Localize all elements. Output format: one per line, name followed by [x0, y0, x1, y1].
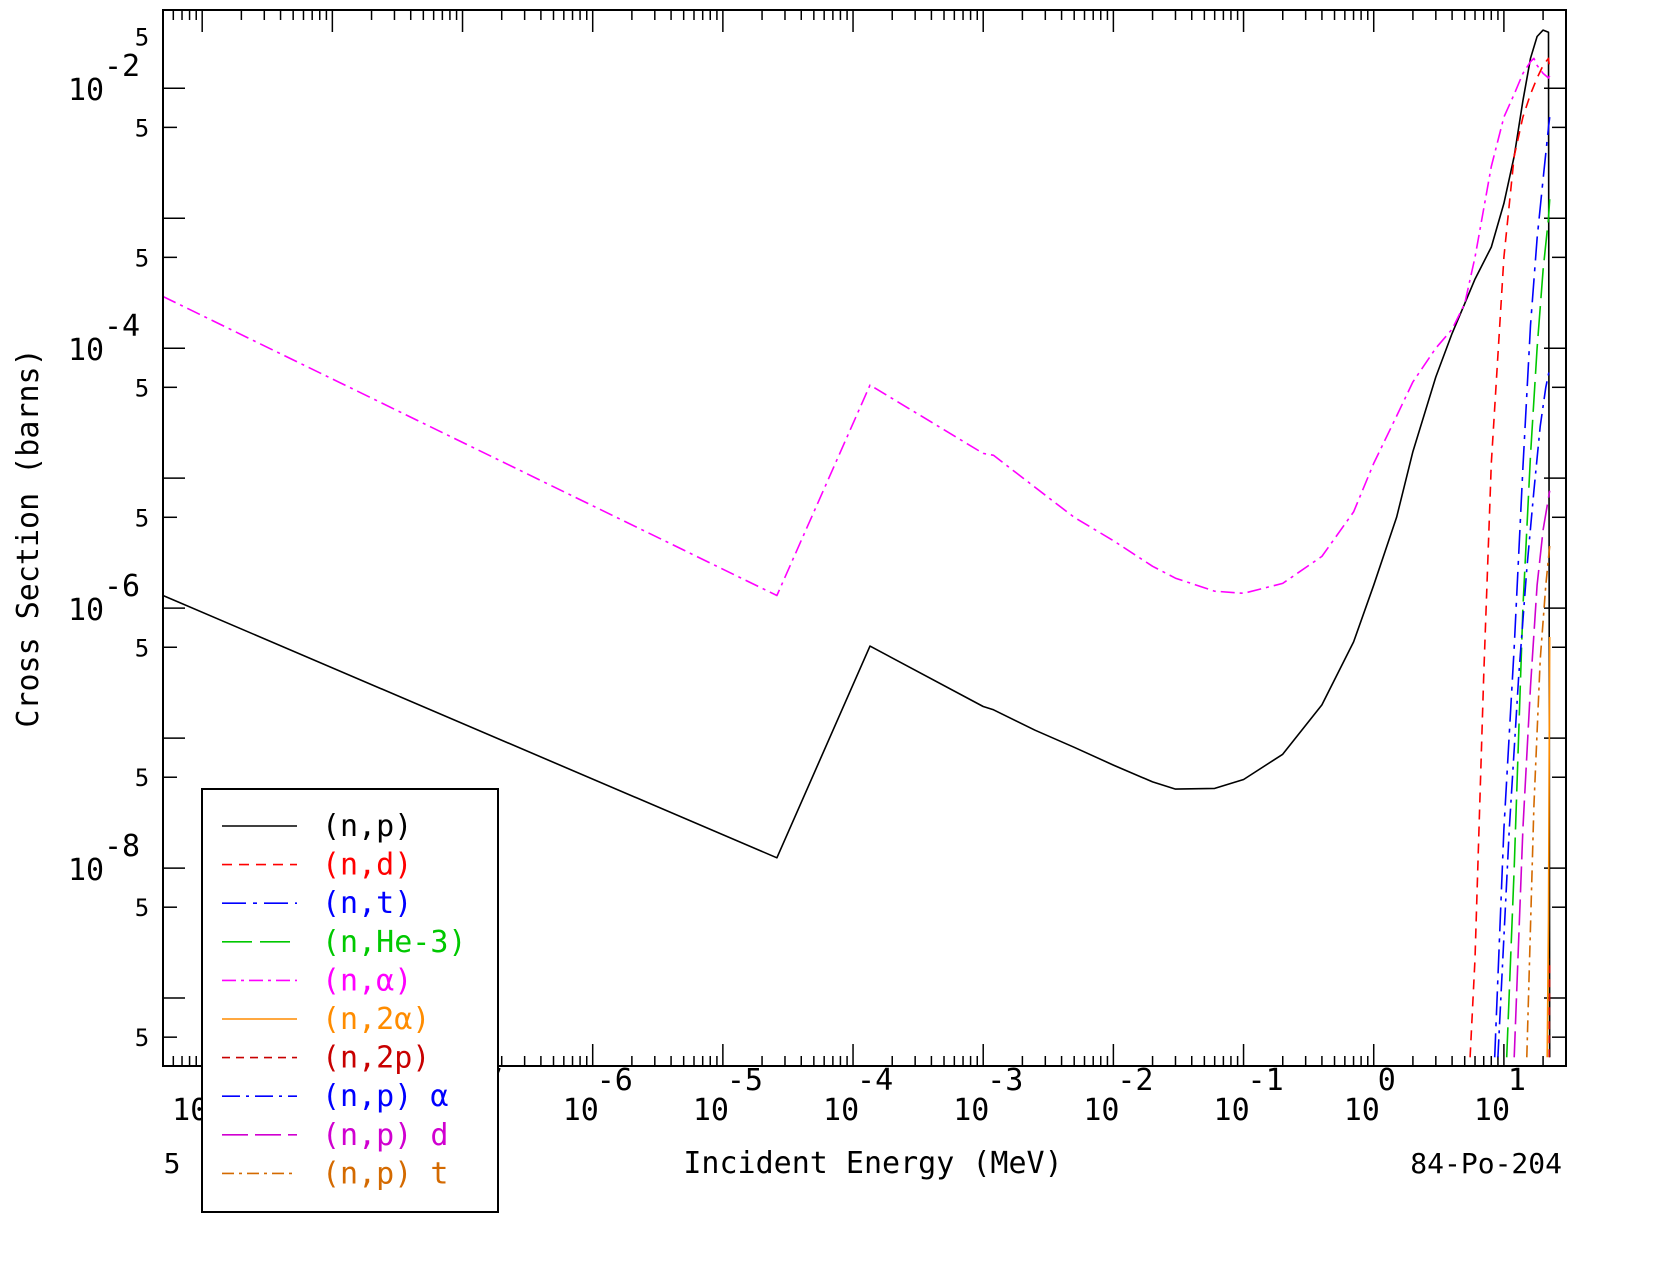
x-tick-exponent: -1: [1248, 1063, 1284, 1098]
y-minor-tick-label: 5: [135, 1024, 149, 1052]
corner-minor-label: 5: [164, 1147, 181, 1180]
x-tick-exponent: 0: [1378, 1063, 1396, 1098]
y-tick-label: 10: [68, 593, 104, 628]
series-line-5: [163, 57, 1551, 597]
x-tick-exponent: 1: [1508, 1063, 1526, 1098]
legend-label: (n,d): [322, 848, 412, 883]
x-tick-exponent: -5: [727, 1063, 763, 1098]
x-tick-label: 10: [563, 1093, 599, 1128]
x-tick-exponent: -4: [857, 1063, 893, 1098]
data-series: [163, 29, 1551, 1058]
x-tick-label: 10: [953, 1093, 989, 1128]
legend-label: (n,p) d: [322, 1118, 448, 1153]
x-tick-exponent: -3: [987, 1063, 1023, 1098]
y-tick-exponent: -2: [104, 49, 140, 84]
legend-label: (n,2α): [322, 1002, 430, 1037]
plot-frame: [162, 9, 1567, 1067]
series-line-2: [1469, 57, 1551, 1058]
x-tick-exponent: -6: [597, 1063, 633, 1098]
x-tick-label: 10: [823, 1093, 859, 1128]
series-line-8: [1497, 368, 1551, 1058]
y-minor-tick-label: 5: [135, 374, 149, 402]
y-minor-tick-label: 5: [135, 634, 149, 662]
x-axis-label: Incident Energy (MeV): [683, 1146, 1062, 1181]
legend-label: (n,t): [322, 886, 412, 921]
series-line-7: [1548, 958, 1551, 1058]
y-minor-tick-label: 5: [135, 894, 149, 922]
y-axis-label: Cross Section (barns): [11, 348, 46, 727]
x-tick-label: 10: [1344, 1093, 1380, 1128]
x-tick-label: 10: [1474, 1093, 1510, 1128]
legend-label: (n,α): [322, 963, 412, 998]
series-line-6: [1546, 636, 1551, 1058]
y-minor-tick-label: 5: [135, 764, 149, 792]
legend-label: (n,He-3): [322, 925, 467, 960]
x-tick-label: 10: [1083, 1093, 1119, 1128]
legend-entries: (n,p) (n,d)(n,t) (n,He-3)(n,α) (n,2α) (n,2p)…: [222, 809, 467, 1191]
y-minor-tick-label: 5: [135, 24, 149, 52]
y-minor-tick-label: 5: [135, 504, 149, 532]
series-line-1: [163, 29, 1551, 1058]
legend-label: (n,p) α: [322, 1079, 448, 1114]
series-line-9: [1513, 490, 1551, 1058]
legend-box: [201, 788, 499, 1213]
y-tick-label: 10: [68, 853, 104, 888]
legend-label: (n,p) t: [322, 1156, 448, 1191]
y-tick-exponent: -8: [104, 829, 140, 864]
y-tick-label: 10: [68, 73, 104, 108]
y-tick-exponent: -4: [104, 309, 140, 344]
series-line-10: [1526, 546, 1551, 1058]
x-tick-label: 10: [693, 1093, 729, 1128]
y-tick-exponent: -6: [104, 569, 140, 604]
legend-label: (n,2p): [322, 1041, 430, 1076]
series-line-3: [1493, 117, 1551, 1058]
series-line-4: [1505, 199, 1551, 1058]
nuclide-annotation: 84-Po-204: [1410, 1147, 1562, 1180]
y-minor-tick-label: 5: [135, 244, 149, 272]
x-tick-exponent: -2: [1117, 1063, 1153, 1098]
y-tick-label: 10: [68, 333, 104, 368]
y-minor-tick-label: 5: [135, 114, 149, 142]
legend-label: (n,p): [322, 809, 412, 844]
x-tick-label: 10: [1214, 1093, 1250, 1128]
legend: (n,p) (n,d)(n,t) (n,He-3)(n,α) (n,2α) (n,2p)…: [201, 788, 499, 1213]
